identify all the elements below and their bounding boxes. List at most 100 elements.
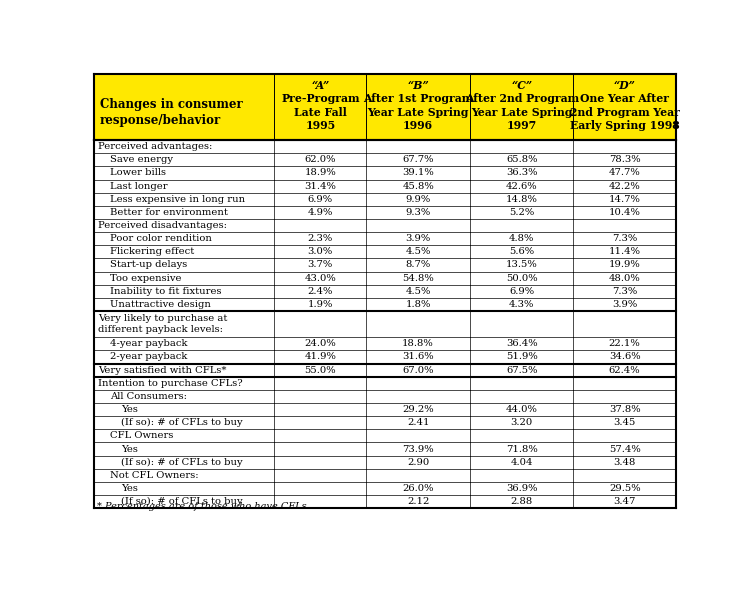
Text: 44.0%: 44.0% xyxy=(505,405,538,414)
Bar xyxy=(94,140,676,153)
Text: 4-year payback: 4-year payback xyxy=(110,339,187,348)
Text: 34.6%: 34.6% xyxy=(609,352,641,362)
Text: Too expensive: Too expensive xyxy=(110,274,181,283)
Text: 26.0%: 26.0% xyxy=(403,484,434,493)
Text: 4.3%: 4.3% xyxy=(509,300,535,309)
Text: 1.9%: 1.9% xyxy=(308,300,333,309)
Text: 2.12: 2.12 xyxy=(407,497,430,506)
Text: 31.4%: 31.4% xyxy=(304,182,336,191)
Text: (If so): # of CFLs to buy: (If so): # of CFLs to buy xyxy=(121,418,243,427)
Bar xyxy=(94,153,676,166)
Bar xyxy=(94,495,676,508)
Text: 24.0%: 24.0% xyxy=(304,339,336,348)
Text: 39.1%: 39.1% xyxy=(403,169,434,178)
Text: 78.3%: 78.3% xyxy=(609,155,641,165)
Bar xyxy=(94,350,676,363)
Text: 37.8%: 37.8% xyxy=(609,405,641,414)
Text: 31.6%: 31.6% xyxy=(403,352,434,362)
Text: 2.90: 2.90 xyxy=(407,458,429,467)
Text: (If so): # of CFLs to buy: (If so): # of CFLs to buy xyxy=(121,497,243,506)
Text: Yes: Yes xyxy=(121,405,138,414)
Bar xyxy=(94,166,676,179)
Text: 36.3%: 36.3% xyxy=(506,169,538,178)
Text: 18.9%: 18.9% xyxy=(304,169,336,178)
Text: 47.7%: 47.7% xyxy=(609,169,641,178)
Bar xyxy=(94,258,676,271)
Text: 4.8%: 4.8% xyxy=(509,234,535,243)
Text: 36.9%: 36.9% xyxy=(506,484,538,493)
Text: 1.8%: 1.8% xyxy=(406,300,431,309)
Text: 14.8%: 14.8% xyxy=(505,195,538,204)
Text: 2.88: 2.88 xyxy=(511,497,532,506)
Text: 4.9%: 4.9% xyxy=(308,208,333,217)
Text: Very likely to purchase at
different payback levels:: Very likely to purchase at different pay… xyxy=(98,314,228,334)
Text: 19.9%: 19.9% xyxy=(609,260,641,270)
Text: 62.4%: 62.4% xyxy=(609,366,641,375)
Text: “C”: “C” xyxy=(511,80,532,91)
Text: 3.0%: 3.0% xyxy=(308,247,333,256)
Text: Lower bills: Lower bills xyxy=(110,169,165,178)
Text: 4.5%: 4.5% xyxy=(406,247,431,256)
Text: Better for environment: Better for environment xyxy=(110,208,228,217)
Text: 50.0%: 50.0% xyxy=(506,274,538,283)
Bar xyxy=(94,430,676,442)
Text: 6.9%: 6.9% xyxy=(308,195,333,204)
Text: 51.9%: 51.9% xyxy=(505,352,538,362)
Text: All Consumers:: All Consumers: xyxy=(110,392,186,401)
Text: Save energy: Save energy xyxy=(110,155,173,165)
Bar xyxy=(94,285,676,298)
Text: Flickering effect: Flickering effect xyxy=(110,247,194,256)
Text: 10.4%: 10.4% xyxy=(609,208,641,217)
Text: Pre-Program
Late Fall
1995: Pre-Program Late Fall 1995 xyxy=(281,93,360,132)
Text: 9.3%: 9.3% xyxy=(406,208,430,217)
Text: 22.1%: 22.1% xyxy=(609,339,641,348)
Bar xyxy=(94,219,676,232)
Bar xyxy=(94,403,676,416)
Text: 3.7%: 3.7% xyxy=(308,260,333,270)
Text: One Year After
2nd Program Year
Early Spring 1998: One Year After 2nd Program Year Early Sp… xyxy=(570,93,680,132)
Text: 13.5%: 13.5% xyxy=(505,260,538,270)
Text: 73.9%: 73.9% xyxy=(403,444,434,454)
Text: CFL Owners: CFL Owners xyxy=(110,431,173,440)
Text: 8.7%: 8.7% xyxy=(406,260,430,270)
Bar xyxy=(94,271,676,285)
Text: 2.41: 2.41 xyxy=(407,418,430,427)
Text: Yes: Yes xyxy=(121,484,138,493)
Text: 54.8%: 54.8% xyxy=(403,274,434,283)
Text: Changes in consumer
response/behavior: Changes in consumer response/behavior xyxy=(100,97,243,127)
Text: “D”: “D” xyxy=(614,80,635,91)
Bar xyxy=(94,311,676,337)
Text: 45.8%: 45.8% xyxy=(403,182,434,191)
Text: 14.7%: 14.7% xyxy=(609,195,641,204)
Text: 42.2%: 42.2% xyxy=(609,182,641,191)
Text: 41.9%: 41.9% xyxy=(304,352,336,362)
Text: 3.47: 3.47 xyxy=(614,497,636,506)
Text: 3.20: 3.20 xyxy=(511,418,532,427)
Text: 3.9%: 3.9% xyxy=(612,300,638,309)
Text: 4.5%: 4.5% xyxy=(406,287,431,296)
Text: 3.9%: 3.9% xyxy=(406,234,430,243)
Bar xyxy=(94,179,676,193)
Text: 2.3%: 2.3% xyxy=(308,234,333,243)
Bar xyxy=(94,416,676,430)
Text: 36.4%: 36.4% xyxy=(506,339,538,348)
Text: 3.45: 3.45 xyxy=(614,418,636,427)
Text: 65.8%: 65.8% xyxy=(506,155,538,165)
Text: 29.2%: 29.2% xyxy=(403,405,434,414)
Bar xyxy=(94,337,676,350)
Text: Inability to fit fixtures: Inability to fit fixtures xyxy=(110,287,221,296)
Text: After 2nd Program
Year Late Spring
1997: After 2nd Program Year Late Spring 1997 xyxy=(465,93,579,132)
Text: 48.0%: 48.0% xyxy=(609,274,641,283)
Text: 67.5%: 67.5% xyxy=(506,366,538,375)
Bar xyxy=(94,390,676,403)
Text: 57.4%: 57.4% xyxy=(609,444,641,454)
Text: 5.2%: 5.2% xyxy=(509,208,534,217)
Bar xyxy=(94,376,676,390)
Text: 67.0%: 67.0% xyxy=(403,366,434,375)
Text: * Percentages are of those who have CFLs.: * Percentages are of those who have CFLs… xyxy=(97,502,309,512)
Text: 7.3%: 7.3% xyxy=(612,234,638,243)
Text: Perceived disadvantages:: Perceived disadvantages: xyxy=(98,221,227,230)
Text: 67.7%: 67.7% xyxy=(403,155,434,165)
Bar xyxy=(94,363,676,376)
Text: 9.9%: 9.9% xyxy=(406,195,430,204)
